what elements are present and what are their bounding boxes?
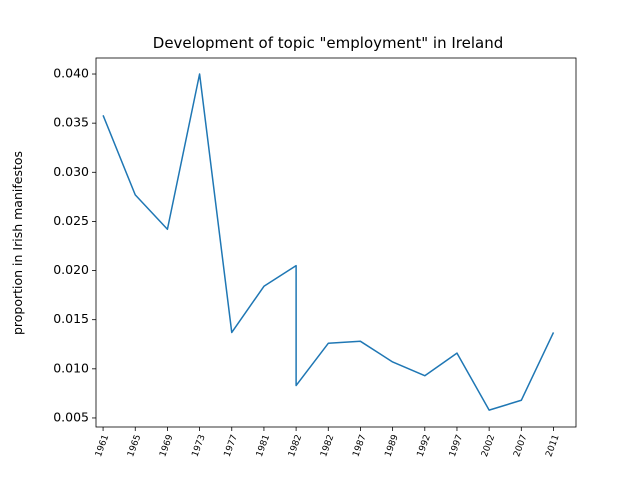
chart-title: Development of topic "employment" in Ire…	[153, 34, 503, 52]
x-tick-label: 1987	[351, 433, 368, 458]
y-tick-label: 0.020	[53, 262, 89, 277]
x-tick-label: 1961	[94, 433, 111, 458]
x-tick-label: 1982	[287, 433, 304, 458]
x-tick-label: 1989	[384, 433, 401, 458]
plot-frame	[95, 57, 577, 428]
x-tick-label: 1981	[255, 433, 272, 458]
x-tick-label: 2002	[480, 433, 497, 458]
x-tick-label: 1977	[223, 433, 240, 458]
y-tick-label: 0.030	[53, 164, 89, 179]
y-tick-label: 0.015	[53, 311, 89, 326]
y-axis-label: proportion in Irish manifestos	[10, 151, 25, 335]
x-tick-label: 1973	[191, 433, 208, 458]
x-tick-label: 1982	[319, 433, 336, 458]
x-tick-label: 1997	[448, 433, 465, 458]
y-tick-label: 0.025	[53, 213, 89, 228]
data-line	[102, 73, 555, 411]
x-tick-label: 2011	[544, 433, 561, 458]
y-tick-label: 0.010	[53, 360, 89, 375]
y-tick-label: 0.040	[53, 66, 89, 81]
x-tick-label: 1992	[416, 433, 433, 458]
x-tick-label: 1965	[126, 433, 143, 458]
x-tick-label: 2007	[512, 433, 529, 458]
y-tick-label: 0.035	[53, 115, 89, 130]
y-tick-label: 0.005	[53, 409, 89, 424]
x-tick-label: 1969	[158, 433, 175, 458]
